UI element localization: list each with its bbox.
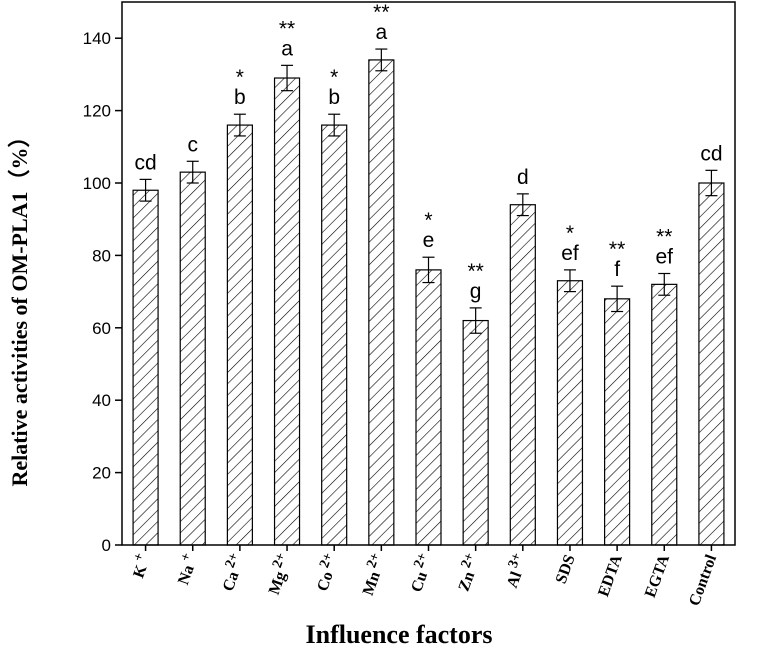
group-letter-label: b <box>328 86 340 109</box>
significance-label: ** <box>609 238 625 261</box>
group-letter-label: g <box>470 280 482 303</box>
bar <box>273 77 301 546</box>
group-letter-label: c <box>187 133 198 156</box>
significance-label: * <box>566 222 574 245</box>
x-tick-label: Mn2+ <box>355 551 390 598</box>
group-letter-label: e <box>423 229 435 252</box>
x-axis-title: Influence factors <box>305 620 492 649</box>
x-tick-label: K+ <box>126 551 155 581</box>
x-tick-label: SDS <box>553 552 579 585</box>
bar <box>321 124 348 546</box>
y-tick-label: 60 <box>92 319 111 338</box>
x-tick-label: Co2+ <box>309 551 343 594</box>
x-tick-label: Mg2+ <box>261 551 296 597</box>
x-tick-label: EGTA <box>642 552 673 600</box>
y-tick-label: 80 <box>92 246 111 265</box>
bar <box>604 298 631 546</box>
plot-area: 020406080100120140cdK+cNa+b*Ca2+a**Mg2+b… <box>83 1 736 608</box>
group-letter-label: a <box>376 21 388 44</box>
significance-label: * <box>330 66 338 89</box>
significance-label: ** <box>373 1 389 24</box>
bar <box>462 319 489 546</box>
y-tick-label: 100 <box>83 174 111 193</box>
y-tick-label: 0 <box>102 536 111 555</box>
group-letter-label: f <box>614 258 620 281</box>
x-tick-label: Zn2+ <box>451 551 485 594</box>
x-tick-label: Control <box>686 552 720 608</box>
y-tick-label: 140 <box>83 29 111 48</box>
group-letter-label: d <box>517 166 529 189</box>
bar <box>698 182 725 546</box>
x-tick-label: Cu2+ <box>403 551 437 595</box>
y-tick-label: 120 <box>83 102 111 121</box>
group-letter-label: cd <box>134 151 156 174</box>
group-letter-label: ef <box>561 242 579 265</box>
bar <box>651 283 678 546</box>
group-letter-label: b <box>234 86 246 109</box>
significance-label: ** <box>279 17 295 40</box>
y-tick-label: 20 <box>92 464 111 483</box>
significance-label: * <box>424 209 432 232</box>
bar <box>509 204 536 546</box>
y-tick-label: 40 <box>92 391 111 410</box>
group-letter-label: ef <box>656 246 674 269</box>
x-tick-label: EDTA <box>595 552 626 599</box>
bar <box>415 269 442 546</box>
bar <box>368 59 395 546</box>
bar <box>179 171 206 546</box>
x-tick-label: Al3+ <box>499 551 531 590</box>
significance-label: ** <box>656 226 672 249</box>
group-letter-label: cd <box>700 142 722 165</box>
x-tick-label: Na+ <box>170 551 201 587</box>
significance-label: * <box>236 66 244 89</box>
significance-label: ** <box>467 260 483 283</box>
bar <box>226 124 253 546</box>
bar <box>132 189 159 546</box>
group-letter-label: a <box>281 37 293 60</box>
bar <box>556 280 584 546</box>
x-tick-label: Ca2+ <box>215 551 249 594</box>
y-axis-title: Relative activities of OM-PLA1（%） <box>7 125 32 486</box>
